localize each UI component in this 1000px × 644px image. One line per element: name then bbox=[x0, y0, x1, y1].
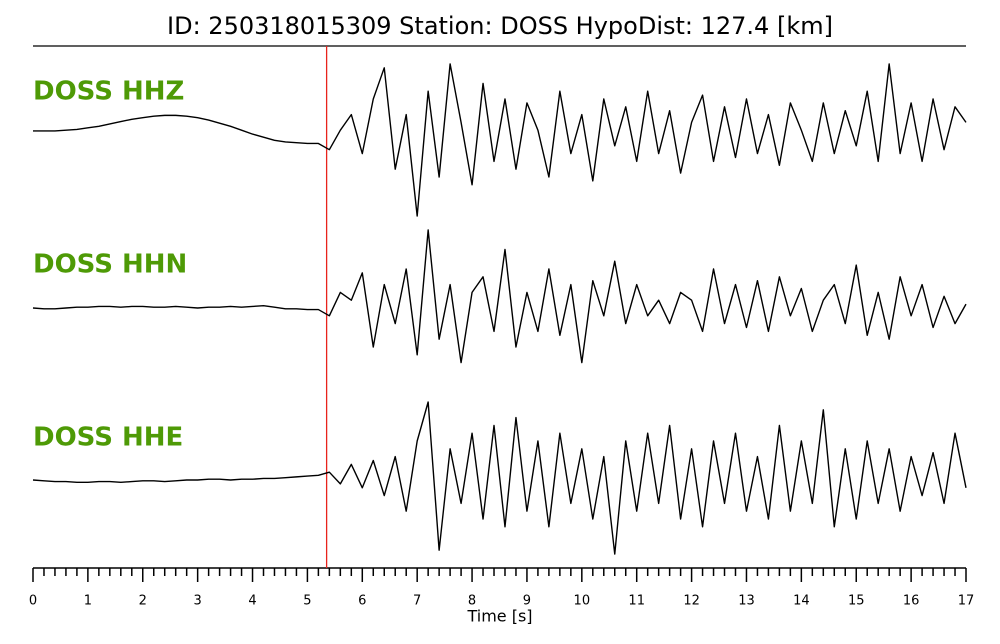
trace bbox=[33, 63, 967, 217]
x-tick-label: 9 bbox=[523, 594, 531, 609]
x-tick-label: 16 bbox=[903, 594, 920, 609]
x-tick-label: 0 bbox=[29, 594, 37, 609]
x-tick-label: 10 bbox=[574, 594, 591, 609]
x-tick-label: 12 bbox=[683, 594, 700, 609]
trace-label: DOSS HHZ bbox=[33, 77, 184, 107]
trace bbox=[32, 229, 967, 364]
chart-title: ID: 250318015309 Station: DOSS HypoDist:… bbox=[167, 12, 833, 40]
x-tick-label: 1 bbox=[84, 594, 92, 609]
trace-label: DOSS HHN bbox=[33, 250, 187, 280]
x-tick-label: 14 bbox=[793, 594, 810, 609]
trace bbox=[32, 401, 967, 555]
x-tick-label: 8 bbox=[468, 594, 476, 609]
x-axis-label: Time [s] bbox=[466, 607, 532, 626]
x-tick-label: 7 bbox=[413, 594, 421, 609]
x-tick-label: 5 bbox=[303, 594, 311, 609]
trace-label: DOSS HHE bbox=[33, 423, 183, 453]
x-tick-label: 15 bbox=[848, 594, 865, 609]
x-tick-label: 13 bbox=[738, 594, 755, 609]
x-tick-label: 11 bbox=[628, 594, 645, 609]
x-tick-label: 17 bbox=[958, 594, 975, 609]
x-tick-label: 4 bbox=[248, 594, 256, 609]
x-tick-label: 6 bbox=[358, 594, 366, 609]
x-tick-label: 3 bbox=[194, 594, 202, 609]
x-tick-label: 2 bbox=[139, 594, 147, 609]
